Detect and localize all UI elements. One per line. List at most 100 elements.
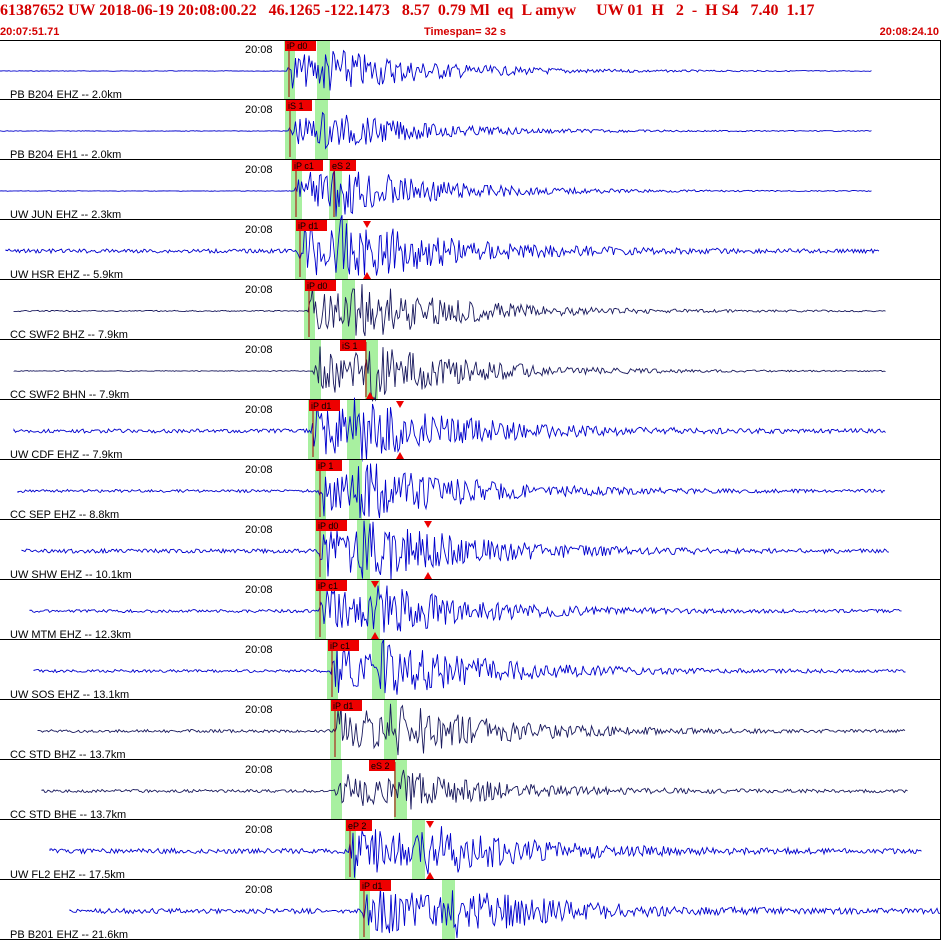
s-window-highlight [394, 760, 407, 820]
trace-row[interactable]: iP d1 20:08 PB B201 EHZ -- 21.6km [0, 880, 941, 940]
trace-row[interactable]: eP 2 20:08 UW FL2 EHZ -- 17.5km [0, 820, 941, 881]
trace-time-label: 20:08 [245, 44, 273, 56]
trace-row[interactable]: iP d1 20:08 CC STD BHZ -- 13.7km [0, 700, 941, 761]
pick-label: iP c1 [330, 641, 350, 651]
author: amyw [535, 2, 577, 19]
waveform [29, 585, 902, 633]
pick-marker[interactable] [360, 880, 391, 891]
timespan: Timespan= 32 s [424, 26, 507, 38]
pick-label: iP d1 [362, 881, 382, 891]
pick-marker[interactable] [286, 100, 312, 111]
amplitude-arrow-down-icon [371, 581, 379, 588]
solution-summary: UW 01 H 2 - H S4 [596, 2, 739, 19]
waveform [69, 887, 941, 938]
amplitude-arrow-down-icon [424, 521, 432, 528]
trace-row[interactable]: iP 1 20:08 CC SEP EHZ -- 8.8km [0, 460, 941, 521]
start-time: 20:07:51.71 [0, 26, 60, 38]
station-label: UW SHW EHZ -- 10.1km [10, 569, 132, 581]
amplitude-arrow-down-icon [363, 221, 371, 228]
pick-marker[interactable] [316, 580, 347, 591]
amplitude-arrow-up-icon [396, 452, 404, 459]
pick-label: iP c1 [318, 581, 338, 591]
trace-time-label: 20:08 [245, 464, 273, 476]
pick-marker[interactable] [340, 340, 366, 351]
trace-time-label: 20:08 [245, 104, 273, 116]
trace-row[interactable]: iP d1 20:08 UW CDF EHZ -- 7.9km [0, 397, 941, 462]
trace-row[interactable]: iP c1 20:08 UW MTM EHZ -- 12.3km [0, 580, 941, 641]
pick-marker[interactable] [292, 160, 323, 171]
waveform [0, 170, 872, 217]
trace-time-label: 20:08 [245, 584, 273, 596]
trace-row[interactable]: iP c1 20:08 UW SOS EHZ -- 13.1km [0, 639, 941, 701]
waveform [37, 703, 906, 756]
trace-time-label: 20:08 [245, 284, 273, 296]
longitude: -122.1473 [324, 2, 390, 19]
amplitude-arrow-down-icon [426, 821, 434, 828]
station-label: PB B204 EHZ -- 2.0km [10, 89, 122, 101]
s-window-highlight [335, 220, 348, 280]
pick-label: iP d0 [307, 281, 327, 291]
p-window-highlight [310, 340, 321, 400]
amplitude-arrow-up-icon [366, 392, 374, 399]
pick-marker[interactable] [346, 820, 372, 831]
pick-marker[interactable] [305, 280, 336, 291]
event-type: eq [497, 2, 514, 19]
pick-label: iP d0 [318, 521, 338, 531]
event-flag: L [521, 2, 532, 19]
waveform [5, 215, 880, 276]
pick-label: iS 1 [288, 101, 304, 111]
trace-time-label: 20:08 [245, 824, 273, 836]
trace-time-label: 20:08 [245, 644, 273, 656]
station-label: UW HSR EHZ -- 5.9km [10, 269, 123, 281]
waveform [21, 520, 890, 580]
magnitude: 0.79 Ml [437, 2, 490, 19]
station-label: UW MTM EHZ -- 12.3km [10, 629, 131, 641]
s-window-highlight [372, 640, 385, 700]
amplitude-arrow-up-icon [371, 632, 379, 639]
waveform [13, 397, 886, 462]
pick-marker[interactable] [328, 640, 359, 651]
value-b: 1.17 [786, 2, 815, 19]
trace-row[interactable]: iS 1 20:08 CC SWF2 BHN -- 7.9km [0, 340, 941, 403]
waveform [33, 639, 906, 695]
pick-label: iP d1 [333, 701, 353, 711]
pick-label: eP 2 [348, 821, 366, 831]
trace-row[interactable]: iS 1 20:08 PB B204 EH1 -- 2.0km [0, 100, 941, 161]
s-window-highlight [365, 340, 378, 400]
pick-marker[interactable] [296, 220, 327, 231]
station-label: CC STD BHZ -- 13.7km [10, 749, 126, 761]
s-window-highlight [317, 40, 330, 100]
event-summary-line: 61387652 UW 2018-06-19 20:08:00.22 46.12… [0, 2, 815, 20]
pick-label: iP d1 [311, 401, 331, 411]
p-window-highlight [331, 760, 342, 820]
pick-label: iP 1 [318, 461, 333, 471]
trace-row[interactable]: iP d0 20:08 PB B204 EHZ -- 2.0km [0, 40, 941, 101]
s-window-highlight [442, 880, 455, 940]
pick-label: iP d1 [298, 221, 318, 231]
station-label: CC SEP EHZ -- 8.8km [10, 509, 119, 521]
pick-marker[interactable] [331, 700, 362, 711]
amplitude-arrow-down-icon [396, 401, 404, 408]
pick-marker[interactable] [316, 520, 347, 531]
station-label: UW FL2 EHZ -- 17.5km [10, 869, 125, 881]
trace-time-label: 20:08 [245, 524, 273, 536]
waveform [17, 463, 886, 519]
trace-row[interactable]: iP d0 20:08 CC SWF2 BHZ -- 7.9km [0, 280, 941, 341]
waveform [13, 346, 886, 403]
latitude: 46.1265 [268, 2, 321, 19]
trace-row[interactable]: iP d0 20:08 UW SHW EHZ -- 10.1km [0, 520, 941, 581]
trace-row[interactable]: iP d1 20:08 UW HSR EHZ -- 5.9km [0, 215, 941, 281]
trace-time-label: 20:08 [245, 704, 273, 716]
pick-marker[interactable] [316, 460, 342, 471]
trace-time-label: 20:08 [245, 164, 273, 176]
depth: 8.57 [401, 2, 430, 19]
pick-marker[interactable] [309, 400, 340, 411]
station-label: PB B204 EH1 -- 2.0km [10, 149, 121, 161]
trace-row[interactable]: eS 2 20:08 CC STD BHE -- 13.7km [0, 760, 941, 821]
trace-time-label: 20:08 [245, 764, 273, 776]
pick-marker[interactable] [285, 40, 316, 51]
seismogram-panel[interactable]: iP d0 20:08 PB B204 EHZ -- 2.0km iS 1 20:08 P… [0, 40, 941, 940]
pick-marker[interactable] [330, 160, 356, 171]
pick-marker[interactable] [369, 760, 395, 771]
trace-row[interactable]: iP c1 eS 2 20:08 UW JUN EHZ -- 2.3km [0, 160, 941, 221]
